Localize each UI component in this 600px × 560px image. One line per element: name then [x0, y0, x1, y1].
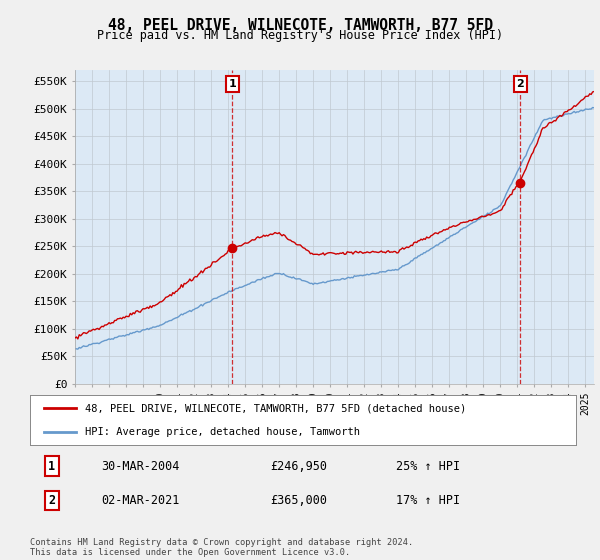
Text: 02-MAR-2021: 02-MAR-2021	[101, 494, 179, 507]
Text: HPI: Average price, detached house, Tamworth: HPI: Average price, detached house, Tamw…	[85, 427, 359, 437]
Text: Price paid vs. HM Land Registry's House Price Index (HPI): Price paid vs. HM Land Registry's House …	[97, 29, 503, 42]
Text: 17% ↑ HPI: 17% ↑ HPI	[396, 494, 460, 507]
Text: 2: 2	[48, 494, 55, 507]
Text: 30-MAR-2004: 30-MAR-2004	[101, 460, 179, 473]
Text: £365,000: £365,000	[270, 494, 327, 507]
Text: 48, PEEL DRIVE, WILNECOTE, TAMWORTH, B77 5FD: 48, PEEL DRIVE, WILNECOTE, TAMWORTH, B77…	[107, 18, 493, 33]
Text: £246,950: £246,950	[270, 460, 327, 473]
Text: Contains HM Land Registry data © Crown copyright and database right 2024.
This d: Contains HM Land Registry data © Crown c…	[30, 538, 413, 557]
Text: 1: 1	[48, 460, 55, 473]
Text: 2: 2	[517, 79, 524, 89]
Text: 25% ↑ HPI: 25% ↑ HPI	[396, 460, 460, 473]
Text: 1: 1	[229, 79, 236, 89]
Text: 48, PEEL DRIVE, WILNECOTE, TAMWORTH, B77 5FD (detached house): 48, PEEL DRIVE, WILNECOTE, TAMWORTH, B77…	[85, 403, 466, 413]
